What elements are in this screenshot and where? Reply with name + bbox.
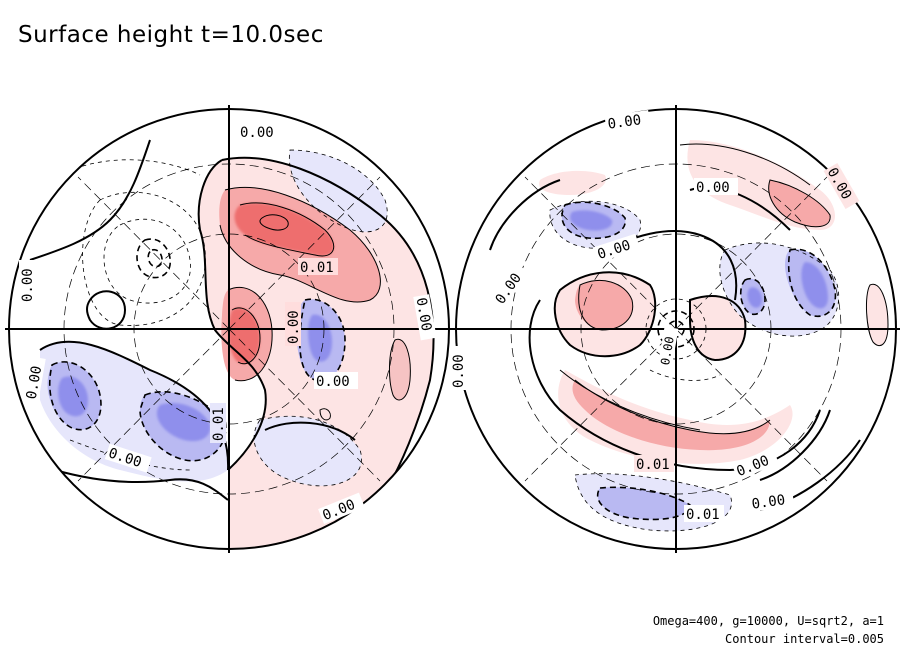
contour-interval-note: Contour interval=0.005 bbox=[725, 632, 884, 646]
left-negative-light-region-2 bbox=[289, 150, 388, 232]
left-negative-strong-region-2 bbox=[58, 376, 88, 417]
left-negative-strong-region bbox=[156, 402, 211, 442]
contour-label: 0.00 bbox=[824, 165, 855, 202]
left-contour-labels: 0.00 0.00 0.01 0.00 0.00 0.00 0.00 0.01 … bbox=[19, 123, 437, 524]
left-positive-strong-region-2 bbox=[228, 307, 260, 364]
left-negative-strong-region-3 bbox=[308, 314, 332, 362]
left-negative-light-region-3 bbox=[254, 416, 362, 486]
contour-label: 0.00 bbox=[240, 125, 274, 141]
contour-label: 0.01 bbox=[686, 507, 720, 523]
contour-label: 0.00 bbox=[451, 354, 467, 388]
contour-label: 0.00 bbox=[607, 112, 643, 133]
parameters-note: Omega=400, g=10000, U=sqrt2, a=1 bbox=[652, 614, 884, 628]
right-negative-strong-region-2 bbox=[570, 210, 613, 231]
right-positive-light-region-5 bbox=[866, 284, 888, 346]
right-negative-mid-region-3 bbox=[597, 487, 690, 520]
contour-label: 0.00 bbox=[696, 180, 730, 196]
contour-label: 0.00 bbox=[751, 492, 787, 513]
left-positive-mid-region-3 bbox=[389, 339, 411, 400]
contour-label: 0.00 bbox=[413, 296, 435, 332]
contour-label: 0.01 bbox=[300, 260, 334, 276]
contour-label: 0.00 bbox=[286, 310, 302, 344]
contour-label: 0.01 bbox=[636, 457, 670, 473]
right-hemisphere: 0.00 0.00 0.00 0.00 0.00 0.00 0.00 0.01 … bbox=[450, 105, 900, 553]
right-negative-strong-region-3 bbox=[747, 287, 762, 308]
right-positive-mid-region-2 bbox=[572, 380, 770, 451]
right-contour-labels: 0.00 0.00 0.00 0.00 0.00 0.00 0.00 0.01 … bbox=[450, 110, 860, 523]
plot-title: Surface height t=10.0sec bbox=[18, 22, 324, 48]
contour-label: 0.00 bbox=[20, 268, 36, 302]
contour-label: 0.00 bbox=[316, 374, 350, 390]
left-hemisphere: 0.00 0.00 0.01 0.00 0.00 0.00 0.00 0.01 … bbox=[5, 105, 453, 553]
right-positive-light-region-6 bbox=[539, 170, 606, 195]
right-positive-mid-region bbox=[575, 280, 633, 330]
contour-label: 0.01 bbox=[211, 407, 227, 441]
contour-label: 0.00 bbox=[24, 365, 46, 401]
right-thin-contours bbox=[559, 143, 889, 435]
contour-label: 0.00 bbox=[658, 335, 677, 366]
right-negative-strong-region bbox=[801, 262, 828, 309]
